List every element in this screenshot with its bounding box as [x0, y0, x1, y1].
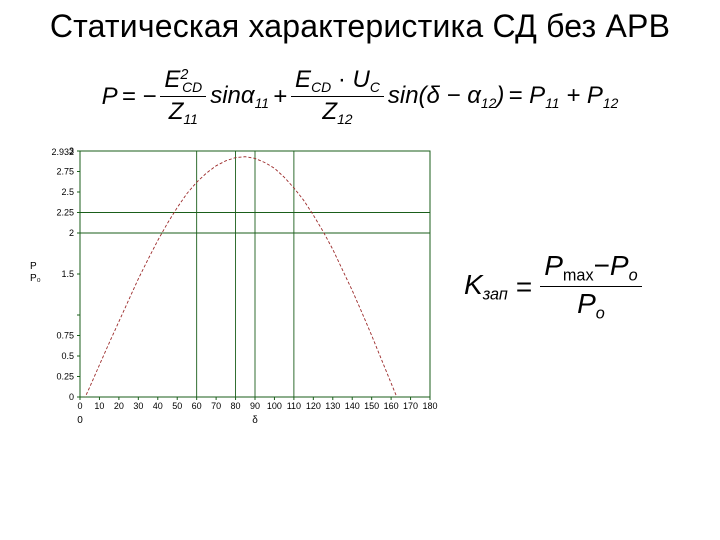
- f-frac2-dot: ·: [331, 66, 352, 93]
- f-eqminus: = −: [122, 83, 157, 111]
- svg-text:2.932: 2.932: [51, 147, 74, 157]
- f-sin1: sinα11: [210, 82, 269, 111]
- f-frac2-den-base: Z: [322, 98, 337, 125]
- f-frac2-num-l: E: [295, 66, 311, 93]
- f-frac1-num: E2CD: [160, 67, 206, 94]
- f-rhs-plus: + P: [560, 82, 603, 109]
- f-frac1-num-base: E: [164, 66, 180, 93]
- f-frac1-num-sub: CD: [182, 79, 202, 95]
- svg-text:80: 80: [231, 401, 241, 411]
- kzap-num-r: P: [610, 250, 629, 281]
- svg-text:2.75: 2.75: [56, 166, 74, 176]
- svg-text:70: 70: [211, 401, 221, 411]
- kzap-num-l: P: [544, 250, 563, 281]
- f-plus: +: [273, 83, 287, 111]
- svg-text:δ: δ: [252, 415, 258, 426]
- kzap-formula: Kзап = Pmax−Pо Pо: [464, 251, 642, 323]
- svg-text:P₀: P₀: [30, 273, 41, 284]
- svg-text:0: 0: [77, 415, 83, 426]
- f-frac1: E2CD Z11: [160, 67, 206, 127]
- kzap-k-sub: зап: [483, 286, 508, 304]
- f-frac2-num-r-sub: C: [370, 79, 380, 95]
- power-delta-chart: 00.250.50.751.522.252.52.7532.9320102030…: [10, 137, 440, 437]
- page-title: Статическая характеристика СД без АРВ: [0, 0, 720, 45]
- svg-text:140: 140: [345, 401, 360, 411]
- svg-text:0.5: 0.5: [61, 351, 74, 361]
- f-frac2-den-sub: 12: [337, 111, 352, 127]
- kzap-bar: [540, 286, 641, 287]
- f-sin1-sub: 11: [255, 95, 269, 111]
- chart-wrap: 00.250.50.751.522.252.52.7532.9320102030…: [10, 137, 440, 437]
- svg-text:100: 100: [267, 401, 282, 411]
- svg-text:20: 20: [114, 401, 124, 411]
- f-rhs-eq: = P: [508, 82, 545, 109]
- f-sin2-close: ): [496, 82, 504, 109]
- svg-text:P: P: [30, 261, 37, 272]
- svg-text:1.5: 1.5: [61, 269, 74, 279]
- svg-text:0: 0: [77, 401, 82, 411]
- svg-text:110: 110: [287, 401, 301, 411]
- f-frac1-den: Z11: [165, 99, 202, 126]
- f-frac2-num: ECD · UC: [291, 67, 384, 94]
- f-rhs-sub2: 12: [603, 95, 618, 111]
- f-frac2: ECD · UC Z12: [291, 67, 384, 127]
- kzap-den-base: P: [577, 288, 596, 319]
- kzap-eq: =: [516, 271, 532, 303]
- f-sin2-text: sin(δ − α: [388, 82, 481, 109]
- svg-text:40: 40: [153, 401, 163, 411]
- svg-text:0.25: 0.25: [56, 371, 74, 381]
- kzap-frac: Pmax−Pо Pо: [540, 251, 641, 323]
- f-sin2-sub: 12: [481, 95, 496, 111]
- f-frac2-bar: [291, 96, 384, 97]
- main-formula: P = − E2CD Z11 sinα11 + ECD · UC Z12 sin…: [102, 67, 619, 127]
- f-frac2-den: Z12: [318, 99, 356, 126]
- svg-text:60: 60: [192, 401, 202, 411]
- f-frac1-den-base: Z: [169, 98, 184, 125]
- f-frac2-num-r: U: [352, 66, 369, 93]
- svg-text:180: 180: [422, 401, 437, 411]
- f-rhs-sub1: 11: [545, 95, 559, 111]
- svg-text:2: 2: [69, 228, 74, 238]
- f-frac2-num-l-sub: CD: [311, 79, 331, 95]
- kzap-den: Pо: [573, 289, 609, 323]
- svg-text:0.75: 0.75: [56, 330, 74, 340]
- f-frac1-den-sub: 11: [183, 111, 197, 127]
- svg-text:150: 150: [364, 401, 379, 411]
- svg-text:2.5: 2.5: [61, 187, 74, 197]
- svg-text:90: 90: [250, 401, 260, 411]
- svg-text:2.25: 2.25: [56, 207, 74, 217]
- main-formula-row: P = − E2CD Z11 sinα11 + ECD · UC Z12 sin…: [0, 45, 720, 137]
- svg-text:50: 50: [172, 401, 182, 411]
- kzap-num-l-sub: max: [563, 266, 594, 284]
- kzap-den-sub: о: [596, 305, 605, 323]
- kzap-num: Pmax−Pо: [540, 251, 641, 285]
- svg-text:120: 120: [306, 401, 321, 411]
- kzap-minus: −: [594, 250, 610, 281]
- svg-text:30: 30: [133, 401, 143, 411]
- svg-text:170: 170: [403, 401, 418, 411]
- svg-text:160: 160: [384, 401, 399, 411]
- svg-text:130: 130: [325, 401, 340, 411]
- f-rhs: = P11 + P12: [508, 82, 618, 111]
- kzap-k-base: K: [464, 269, 483, 300]
- f-sin1-text: sinα: [210, 82, 254, 109]
- f-lhs: P: [102, 83, 118, 111]
- kzap-k: Kзап: [464, 269, 508, 305]
- svg-text:0: 0: [69, 392, 74, 402]
- svg-text:10: 10: [94, 401, 104, 411]
- content-row: 00.250.50.751.522.252.52.7532.9320102030…: [0, 137, 720, 437]
- kzap-num-r-sub: о: [629, 266, 638, 284]
- f-sin2: sin(δ − α12): [388, 82, 505, 111]
- f-frac1-bar: [160, 96, 206, 97]
